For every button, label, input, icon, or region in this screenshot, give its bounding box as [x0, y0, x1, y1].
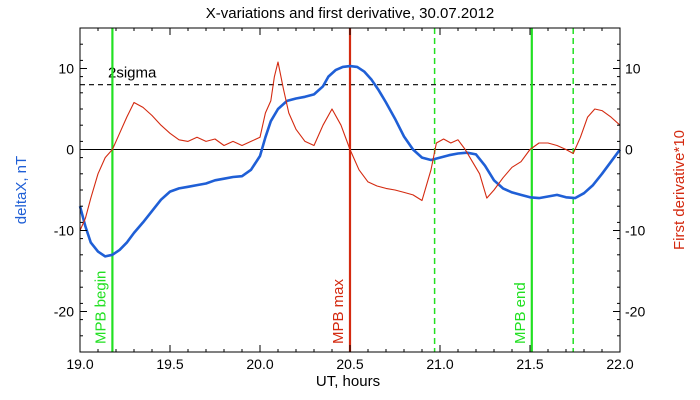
y-tick-label-left: 10: [58, 61, 74, 77]
x-tick-label: 20.5: [336, 356, 363, 372]
y-tick-label-right: 10: [625, 61, 641, 77]
x-axis-label: UT, hours: [316, 373, 380, 390]
x-tick-label: 22.0: [606, 356, 633, 372]
chart-title: X-variations and first derivative, 30.07…: [206, 5, 495, 22]
series-line-derivative: [79, 61, 621, 231]
x-tick-label: 19.0: [66, 356, 93, 372]
x-tick-label: 19.5: [156, 356, 183, 372]
y-axis-label-left: deltaX, nT: [13, 156, 30, 224]
x-tick-label: 20.0: [246, 356, 273, 372]
y-axis-label-right: First derivative*10: [671, 130, 688, 250]
y-tick-label-left: -20: [54, 304, 74, 320]
y-tick-label-right: -10: [625, 223, 645, 239]
y-tick-label-right: 0: [625, 142, 633, 158]
x-tick-label: 21.5: [516, 356, 543, 372]
series-line-deltaX: [78, 64, 622, 258]
x-tick-label: 21.0: [426, 356, 453, 372]
y-tick-label-left: 0: [66, 142, 74, 158]
y-tick-label-right: -20: [625, 304, 645, 320]
marker-label-1: MPB max: [330, 278, 347, 344]
marker-label-2: MPB end: [512, 282, 529, 344]
plot-area: 2sigma MPB begin MPB max MPB end 19.0 19.5 20.…: [54, 27, 645, 372]
marker-label-0: MPB begin: [92, 271, 109, 344]
y-tick-label-left: -10: [54, 223, 74, 239]
threshold-label: 2sigma: [108, 65, 157, 82]
